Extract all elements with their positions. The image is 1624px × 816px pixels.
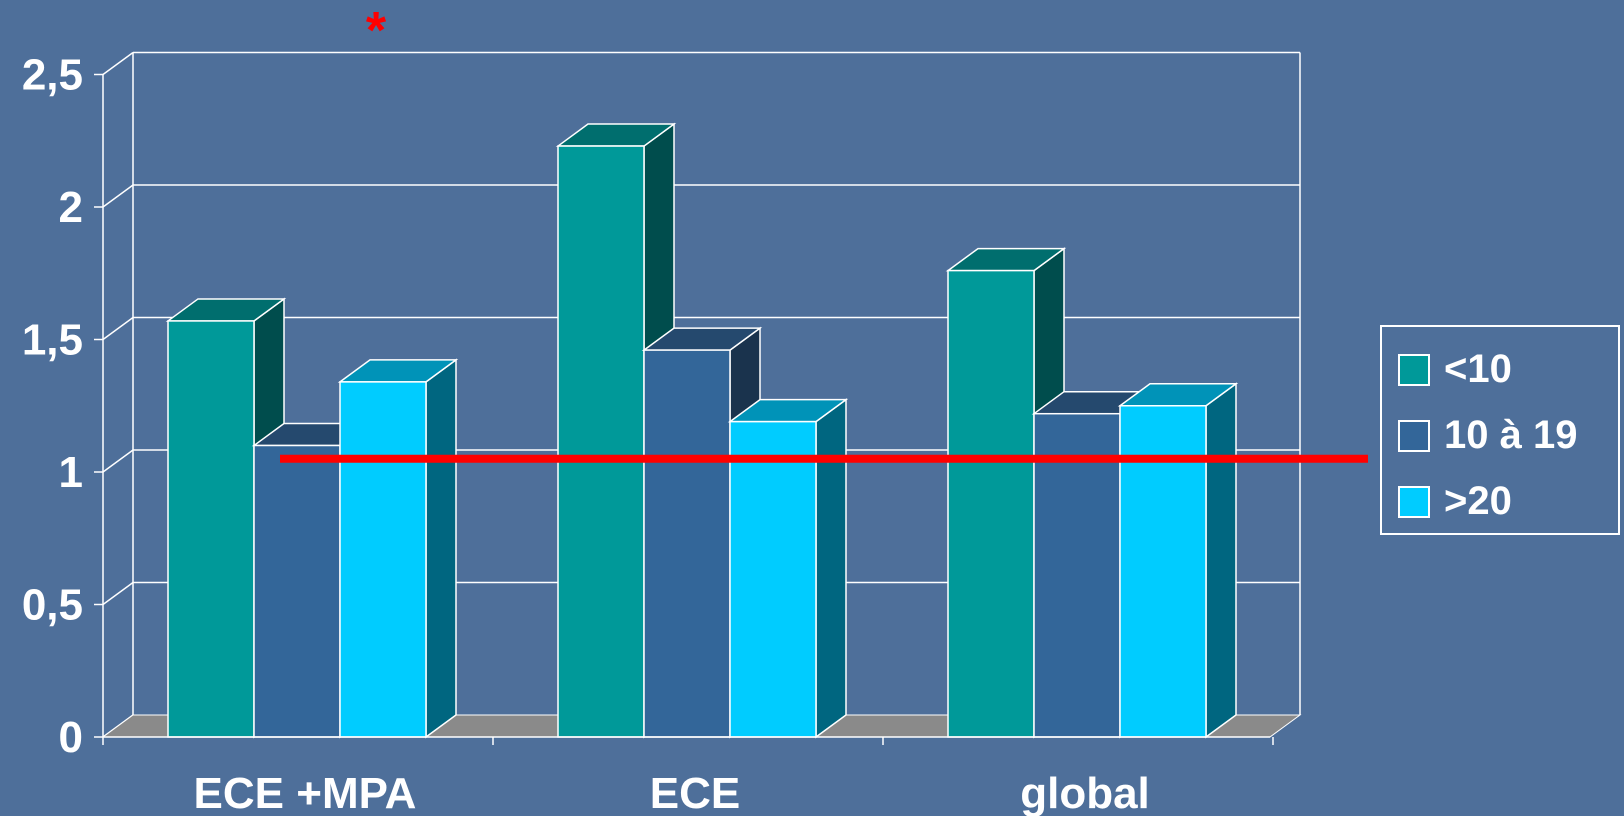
x-tick-label: ECE [650,769,740,816]
bar [1033,412,1121,738]
gridline-diagonal [102,51,134,76]
chart-bars-layer [165,122,1239,739]
legend: <10 10 à 19 >20 [1380,325,1620,535]
x-tick-label: ECE +MPA [194,769,417,816]
bar [947,269,1035,738]
bar [557,145,645,738]
bar-side [815,398,847,739]
y-tick-label: 1,5 [22,316,83,365]
legend-swatch-series-2 [1398,419,1430,452]
gridline-diagonal [102,449,134,473]
legend-label-series-2: 10 à 19 [1444,413,1578,457]
legend-label-series-1: <10 [1444,347,1512,391]
bar-side [1205,382,1237,739]
gridline-diagonal [102,184,134,208]
bar-side [425,358,457,739]
x-tick-label: global [1020,769,1150,816]
y-tick-label: 0 [59,713,83,762]
bar [167,320,255,738]
legend-item-series-3: >20 [1398,479,1512,524]
y-tick-label: 2,5 [22,51,83,100]
legend-item-series-2: 10 à 19 [1398,413,1577,458]
legend-swatch-series-3 [1398,485,1430,518]
gridline-diagonal [102,581,134,606]
y-tick-label: 0,5 [22,581,83,630]
significance-asterisk: * [366,2,387,60]
y-tick-label: 1 [59,448,83,497]
gridline-diagonal [102,316,134,341]
bar [339,381,427,738]
bar [253,444,341,738]
y-tick-label: 2 [59,183,83,232]
bar [643,349,731,738]
bar [729,420,817,738]
legend-label-series-3: >20 [1444,479,1512,523]
legend-item-series-1: <10 [1398,347,1512,392]
legend-swatch-series-1 [1398,353,1430,386]
chart-front-layer: ECE +MPA ECE global 0 0,5 1 1,5 2 2,5 * [22,2,1368,816]
